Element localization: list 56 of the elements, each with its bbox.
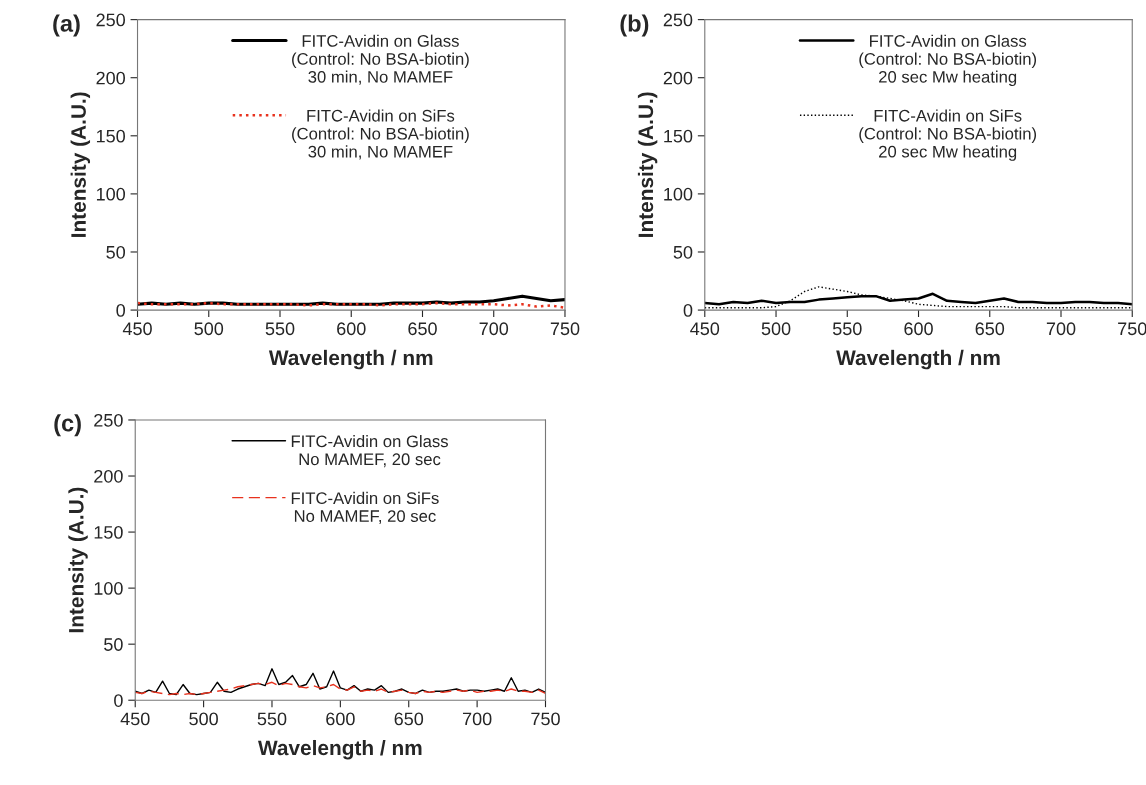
y-tick-label: 100 <box>94 582 123 595</box>
y-tick-label: 0 <box>114 694 123 707</box>
x-tick-label: 750 <box>550 322 580 336</box>
legend-label: FITC-Avidin on SiFs (Control: No BSA-biotin) 20 sec Mw heating <box>859 109 1037 161</box>
y-tick-label: 100 <box>664 187 693 201</box>
x-tick-label: 650 <box>408 322 437 336</box>
y-tick-label: 0 <box>683 304 693 317</box>
y-tick-label: 250 <box>94 413 123 427</box>
x-tick-label: 600 <box>326 712 355 726</box>
legend-label: FITC-Avidin on SiFs No MAMEF, 20 sec <box>291 491 439 524</box>
chart-title: (a) <box>53 14 80 37</box>
x-tick-label: 550 <box>832 322 862 336</box>
y-tick-label: 200 <box>663 71 693 85</box>
y-axis-title: Intensity (A.U.) <box>70 92 91 237</box>
legend-label: FITC-Avidin on Glass No MAMEF, 20 sec <box>291 434 448 468</box>
y-tick-label: 150 <box>96 129 126 143</box>
x-tick-label: 500 <box>189 712 218 726</box>
y-tick-label: 200 <box>96 71 126 85</box>
x-tick-label: 550 <box>257 712 287 726</box>
x-tick-label: 650 <box>394 712 424 726</box>
x-tick-label: 500 <box>761 322 791 336</box>
x-tick-label: 550 <box>265 322 295 336</box>
x-axis-title: Wavelength / nm <box>836 349 1000 370</box>
x-tick-label: 750 <box>531 712 560 726</box>
x-tick-label: 700 <box>462 712 492 726</box>
x-tick-label: 500 <box>194 322 224 336</box>
y-axis-title: Intensity (A.U.) <box>68 487 88 633</box>
line-series <box>135 668 546 696</box>
x-axis-title: Wavelength / nm <box>258 739 422 760</box>
y-tick-label: 150 <box>664 129 693 143</box>
y-tick-label: 50 <box>104 638 123 651</box>
x-tick-label: 750 <box>1118 322 1146 336</box>
y-tick-label: 250 <box>96 13 126 27</box>
x-tick-label: 700 <box>479 322 509 336</box>
x-axis-title: Wavelength / nm <box>268 349 433 370</box>
x-tick-label: 700 <box>1046 322 1076 336</box>
x-tick-label: 450 <box>120 712 150 726</box>
line-series <box>135 681 546 696</box>
y-tick-label: 0 <box>116 304 126 317</box>
y-tick-label: 200 <box>94 469 123 483</box>
x-tick-label: 600 <box>904 322 933 336</box>
legend-label: FITC-Avidin on SiFs (Control: No BSA-biotin) 30 min, No MAMEF <box>292 109 469 160</box>
x-tick-label: 450 <box>122 322 152 336</box>
chart-title: (c) <box>54 414 81 437</box>
x-tick-label: 450 <box>690 322 720 336</box>
legend-label: FITC-Avidin on Glass (Control: No BSA-biotin) 20 sec Mw heating <box>859 34 1037 87</box>
legend-label: FITC-Avidin on Glass (Control: No BSA-biotin) 30 min, No MAMEF <box>292 34 469 85</box>
y-tick-label: 50 <box>673 245 693 259</box>
chart-title: (b) <box>620 14 649 37</box>
y-axis-title: Intensity (A.U.) <box>637 92 658 237</box>
y-tick-label: 100 <box>96 187 126 201</box>
y-tick-label: 50 <box>106 245 126 259</box>
y-tick-label: 250 <box>663 13 693 27</box>
x-tick-label: 650 <box>975 322 1005 336</box>
y-tick-label: 150 <box>94 526 123 539</box>
x-tick-label: 600 <box>337 322 366 336</box>
